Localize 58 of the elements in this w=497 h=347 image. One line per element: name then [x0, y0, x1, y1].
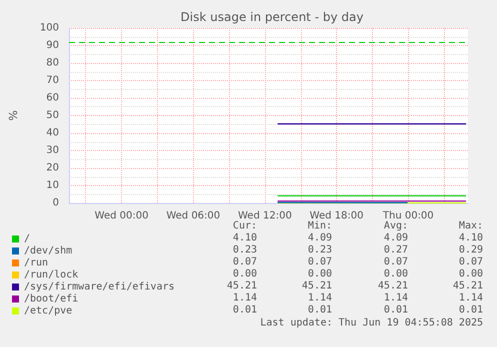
text: 0.07	[232, 256, 258, 268]
legend-label: /etc/pve	[24, 306, 72, 316]
legend-label: /sys/firmware/efi/efivars	[24, 282, 175, 292]
text: Cur:	[232, 220, 258, 232]
x-tick-label: Wed 18:00	[310, 210, 364, 222]
text: Max:	[458, 220, 484, 232]
y-tick-label: 70	[46, 75, 59, 86]
text: 4.09	[384, 232, 408, 244]
text: 0.07	[458, 256, 484, 268]
y-tick-label: 40	[46, 128, 59, 138]
text: 1.14	[308, 292, 332, 304]
y-tick-label: 10	[46, 180, 59, 191]
text: Min:	[308, 220, 332, 232]
text: 4.09	[308, 232, 332, 244]
x-tick-label: Wed 00:00	[94, 210, 148, 222]
x-tick-label: Thu 00:00	[382, 210, 434, 222]
text: 0.01	[384, 304, 408, 316]
text: 0.29	[458, 244, 484, 256]
y-tick-label: 100	[40, 22, 59, 34]
legend-label: /boot/efi	[24, 294, 78, 304]
y-axis-title: %	[7, 110, 20, 121]
y-tick-label: 30	[46, 145, 59, 156]
text: 0.00	[232, 268, 258, 280]
legend-label: /run	[24, 258, 48, 268]
y-tick-label: 90	[46, 40, 59, 51]
text: 0.23	[308, 244, 332, 256]
legend-label: /dev/shm	[24, 246, 72, 256]
x-tick-label: Wed 12:00	[238, 210, 292, 222]
text: 0.00	[308, 268, 332, 280]
text: 4.10	[458, 232, 484, 244]
text: 1.14	[384, 292, 408, 304]
y-tick-label: 20	[46, 162, 59, 174]
text: Avg:	[384, 220, 408, 232]
text: 0.27	[384, 244, 408, 256]
text: 0.00	[458, 268, 484, 280]
text: 45.21	[452, 280, 484, 292]
text: 45.21	[226, 280, 258, 292]
text: 1.14	[232, 292, 258, 304]
text: 45.21	[378, 280, 408, 292]
text: 0.01	[458, 304, 484, 316]
y-tick-label: 80	[46, 58, 59, 68]
text: 4.10	[232, 232, 258, 244]
text: 0.01	[232, 304, 258, 316]
text: 0.07	[308, 256, 332, 268]
y-tick-label: 50	[46, 110, 59, 121]
text: 45.21	[302, 280, 332, 292]
chart-title: Disk usage in percent - by day	[180, 10, 364, 24]
legend-label: /	[24, 234, 30, 244]
legend-label: /run/lock	[24, 270, 78, 280]
text: Last update: Thu Jun 19 04:55:08 2025	[260, 318, 484, 328]
text: 0.00	[384, 268, 408, 280]
text: 0.07	[384, 256, 408, 268]
y-tick-label: 60	[46, 92, 59, 104]
x-tick-label: Wed 06:00	[166, 210, 220, 222]
y-tick-label: 0	[52, 198, 59, 208]
text: 0.23	[232, 244, 258, 256]
text: 1.14	[458, 292, 484, 304]
text: 0.01	[308, 304, 332, 316]
